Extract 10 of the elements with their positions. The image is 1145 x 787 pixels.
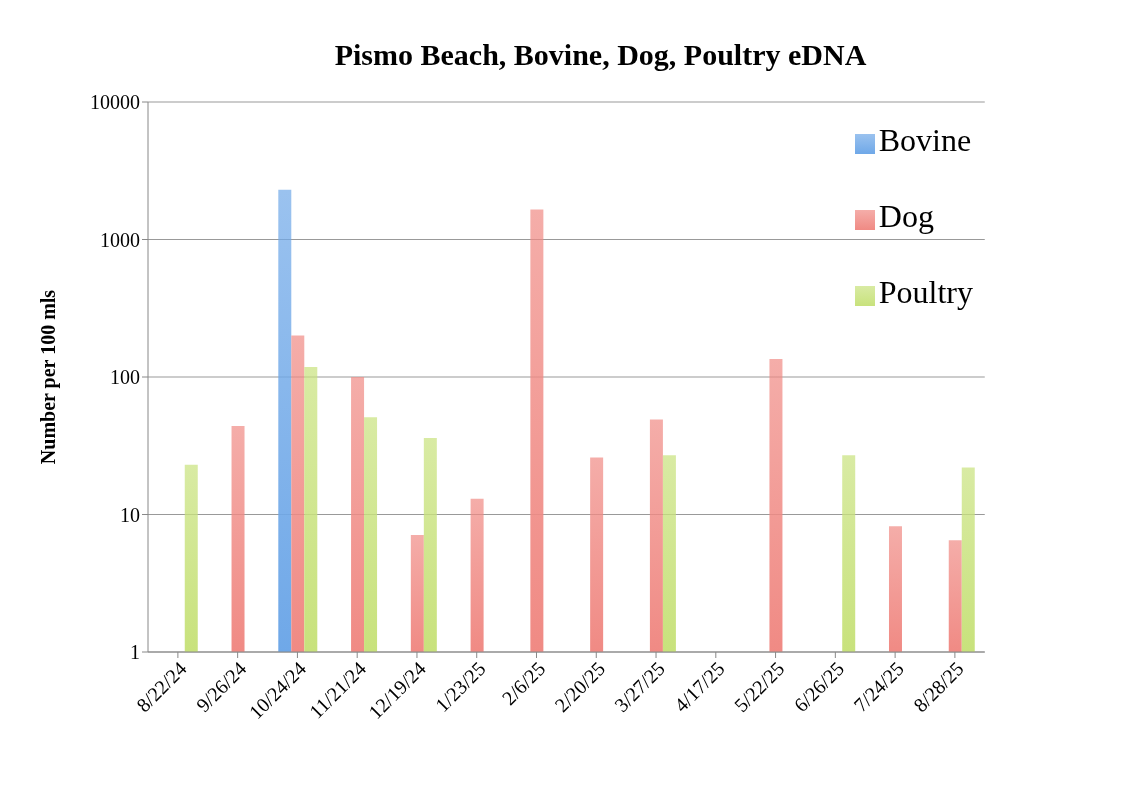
y-tick-label: 100 xyxy=(110,366,140,389)
legend-label: Bovine xyxy=(878,122,972,158)
y-tick-label: 10000 xyxy=(90,91,140,114)
legend-label: Poultry xyxy=(878,274,973,310)
y-axis-title: Number per 100 mls xyxy=(37,289,61,465)
legend-label: Dog xyxy=(878,198,934,234)
chart-title: Pismo Beach, Bovine, Dog, Poultry eDNA xyxy=(333,38,868,72)
y-tick-label: 1 xyxy=(130,641,140,664)
y-tick-label: 1000 xyxy=(100,228,140,251)
y-tick-label: 10 xyxy=(120,503,140,526)
